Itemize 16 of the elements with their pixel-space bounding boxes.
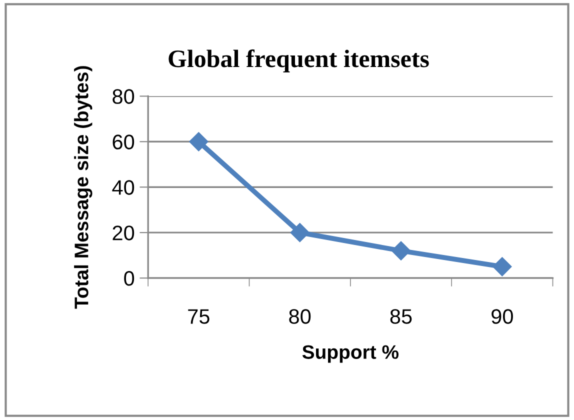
x-tick-label: 80 [289, 309, 311, 324]
x-tick-label: 90 [492, 309, 513, 324]
chart-title: Global frequent itemsets [168, 49, 429, 72]
x-axis-title: Support % [302, 345, 399, 363]
y-tick-label: 40 [112, 180, 134, 195]
y-tick-label: 20 [112, 226, 134, 240]
x-tick-label: 75 [188, 309, 210, 324]
x-tick-label: 85 [390, 309, 412, 324]
point [391, 241, 411, 260]
y-tick-label: 80 [112, 89, 134, 104]
point [492, 257, 512, 276]
point [189, 132, 208, 152]
y-axis-title: Total Message size (bytes) [74, 66, 92, 309]
y-tick-label: 60 [112, 134, 134, 150]
y-tick-label: 0 [124, 271, 134, 286]
point [290, 223, 310, 242]
